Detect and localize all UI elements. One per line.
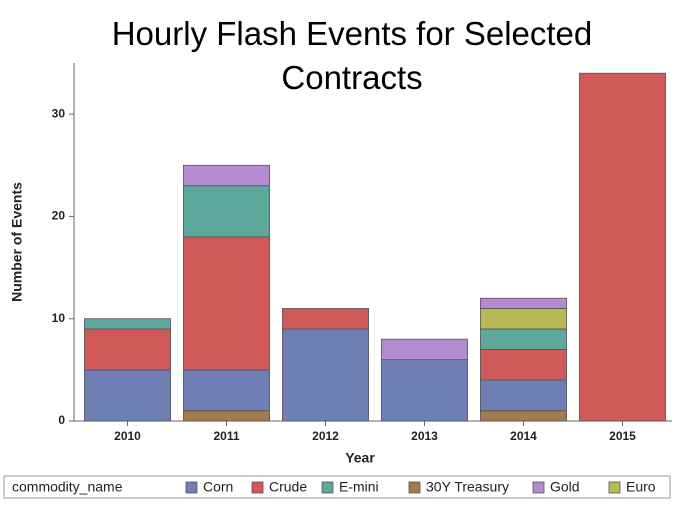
bar-segment xyxy=(84,369,171,422)
legend-label: Crude xyxy=(269,479,307,495)
bar-segment xyxy=(480,379,567,412)
legend-label: Euro xyxy=(626,479,656,495)
bar-segment xyxy=(480,410,567,422)
bar-segment xyxy=(480,328,567,350)
x-tick-label: 2010 xyxy=(114,429,141,443)
legend-swatch xyxy=(608,481,621,494)
y-tick-label: 0 xyxy=(58,413,65,427)
x-tick-label: 2014 xyxy=(510,429,537,443)
y-axis-label: Number of Events xyxy=(9,182,25,302)
bar-segment xyxy=(183,236,270,371)
y-tick-label: 10 xyxy=(52,311,66,325)
x-axis-label: Year xyxy=(345,450,375,466)
legend-label: 30Y Treasury xyxy=(426,479,509,495)
legend-swatch xyxy=(251,481,264,494)
bar-segment xyxy=(480,297,567,309)
y-tick-label: 20 xyxy=(52,209,66,223)
x-tick-label: 2013 xyxy=(411,429,438,443)
x-tick-label: 2015 xyxy=(609,429,636,443)
bar-segment xyxy=(183,164,270,187)
legend-swatch xyxy=(321,481,334,494)
y-tick-label: 30 xyxy=(52,106,66,120)
bar-segment xyxy=(282,308,369,330)
legend-title: commodity_name xyxy=(12,479,123,495)
x-tick-label: 2012 xyxy=(312,429,339,443)
legend-label: Corn xyxy=(203,479,233,495)
bar-segment xyxy=(381,359,468,422)
legend-swatch xyxy=(532,481,545,494)
legend-swatch xyxy=(185,481,198,494)
bar-segment xyxy=(183,369,270,412)
bar-segment xyxy=(579,72,666,422)
bar-segment xyxy=(282,328,369,422)
legend-swatch xyxy=(408,481,421,494)
x-tick-label: 2011 xyxy=(213,429,239,443)
legend-label: Gold xyxy=(550,479,580,495)
chart-title: Hourly Flash Events for Selected Contrac… xyxy=(111,15,593,96)
legend-label: E-mini xyxy=(339,479,379,495)
bar-segment xyxy=(480,308,567,330)
bar-segment xyxy=(183,410,270,422)
bar-segment xyxy=(183,185,270,238)
legend-box xyxy=(3,475,671,499)
bar-segment xyxy=(84,318,171,330)
bar-segment xyxy=(84,328,171,371)
bar-segment xyxy=(480,348,567,381)
bar-segment xyxy=(381,338,468,361)
